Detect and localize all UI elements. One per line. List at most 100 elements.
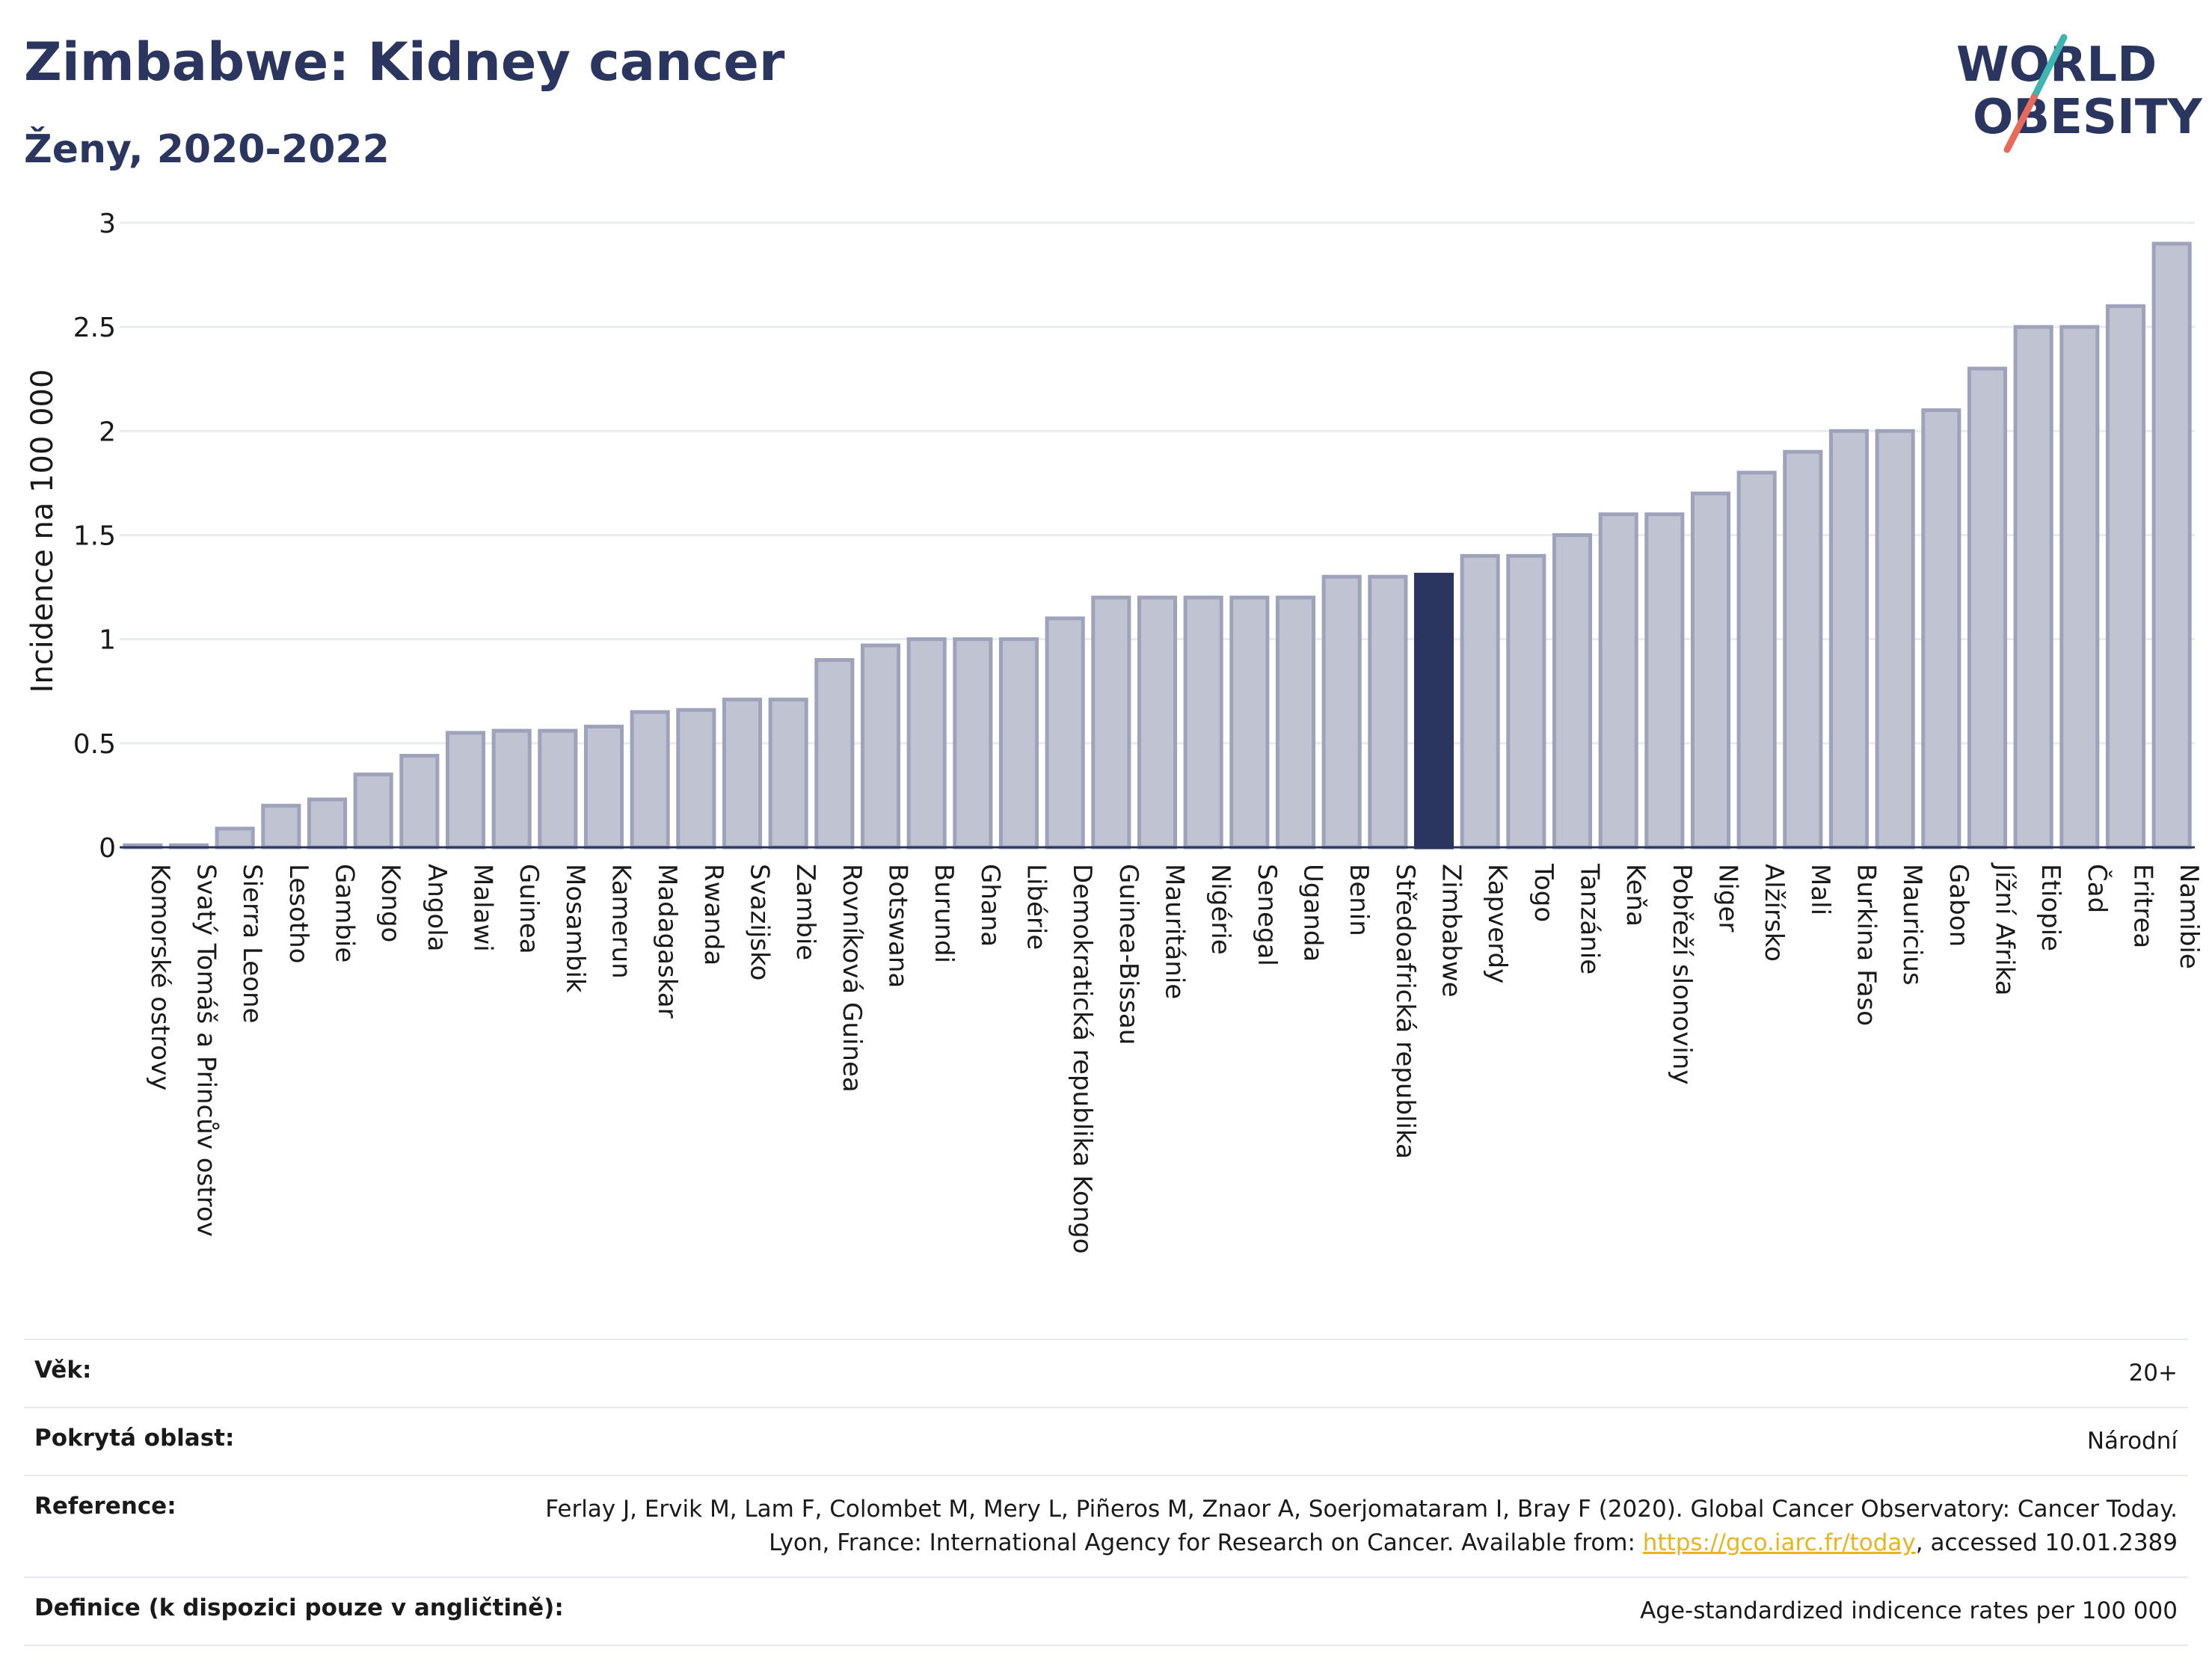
bar [1275, 595, 1316, 850]
chart-subtitle: Ženy, 2020-2022 [24, 127, 390, 172]
x-tick-label: Středoafrická republika [1390, 864, 1420, 1159]
y-tick-label: 2.5 [73, 313, 116, 343]
x-tick-label: Demokratická republika Kongo [1067, 864, 1097, 1254]
info-row-area: Pokrytá oblast: Národní [24, 1406, 2188, 1475]
age-value: 20+ [2128, 1360, 2178, 1387]
x-tick-label: Burundi [929, 864, 959, 963]
x-tick-label: Angola [422, 864, 452, 951]
definition-value: Age-standardized indicence rates per 100… [1640, 1597, 2178, 1624]
x-tick-label: Mosambik [560, 864, 590, 993]
world-obesity-logo: WORLD OBESITY [1956, 34, 2202, 153]
x-tick-label: Jížní Afrika [1990, 862, 2020, 996]
age-label: Věk: [34, 1357, 92, 1384]
x-tick-label: Burkina Faso [1852, 864, 1881, 1026]
x-tick-label: Kapverdy [1482, 864, 1512, 983]
bar [1045, 616, 1085, 850]
bar-chart: 0 0.5 1 1.5 2 2.5 3 Incidence na 100 000 Komor… [25, 209, 2204, 1254]
bars [123, 242, 2192, 850]
logo-slash-teal [2030, 34, 2068, 101]
bar [2151, 242, 2192, 850]
reference-value: Ferlay J, Ervik M, Lam F, Colombet M, Me… [532, 1493, 2178, 1560]
bar [1137, 595, 1178, 850]
x-tick-label: Etiopie [2036, 864, 2065, 951]
bar [1091, 595, 1131, 850]
x-tick-label: Alžírsko [1759, 864, 1789, 962]
reference-link[interactable]: https://gco.iarc.fr/today [1642, 1529, 1916, 1556]
bar [860, 643, 901, 850]
bar [2059, 325, 2100, 850]
x-tick-label: Sierra Leone [237, 864, 267, 1023]
bar [491, 728, 532, 850]
x-tick-label: Senegal [1252, 864, 1282, 966]
chart-title: Zimbabwe: Kidney cancer [24, 31, 785, 93]
x-tick-label: Kamerun [606, 864, 636, 979]
y-tick-labels: 0 0.5 1 1.5 2 2.5 3 [73, 209, 116, 864]
x-tick-label: Zambie [790, 864, 820, 960]
x-tick-label: Zimbabwe [1437, 864, 1466, 998]
x-tick-label: Tanzánie [1575, 863, 1605, 974]
x-tick-label: Uganda [1298, 864, 1328, 962]
x-tick-label: Botswana [883, 864, 913, 988]
bar [215, 826, 255, 850]
x-tick-label: Svatý Tomáš a Princův ostrov [191, 864, 221, 1237]
bar [1967, 366, 2008, 850]
bar [1413, 572, 1454, 850]
x-tick-label: Niger [1713, 864, 1743, 932]
bar [722, 697, 763, 850]
info-row-age: Věk: 20+ [24, 1339, 2188, 1407]
x-tick-label: Malawi [468, 864, 498, 952]
bar [676, 707, 716, 850]
y-tick-label: 3 [99, 209, 116, 239]
bar [1921, 408, 1961, 850]
x-tick-label: Guinea-Bissau [1113, 864, 1143, 1045]
bar [2013, 325, 2053, 850]
bar [538, 728, 578, 850]
bar [1229, 595, 1270, 850]
reference-label: Reference: [34, 1492, 176, 1520]
x-tick-label: Nigérie [1205, 864, 1235, 955]
x-tick-label: Čad [2082, 864, 2113, 913]
x-tick-label: Eritrea [2128, 864, 2158, 948]
y-tick-label: 0 [99, 833, 116, 864]
x-tick-label: Mali [1805, 864, 1835, 915]
x-tick-label: Namibie [2174, 864, 2204, 969]
x-tick-label: Rovníková Guinea [837, 864, 867, 1093]
definition-label: Definice (k dispozici pouze v angličtině… [34, 1594, 564, 1621]
x-tick-label: Keňa [1620, 864, 1650, 927]
reference-suffix: , accessed 10.01.2389 [1915, 1529, 2178, 1556]
bar [1644, 512, 1685, 850]
bar [1368, 574, 1408, 850]
x-tick-label: Guinea [514, 864, 544, 954]
area-label: Pokrytá oblast: [34, 1424, 235, 1452]
logo-slash-coral [2003, 93, 2038, 153]
info-table: Věk: 20+ Pokrytá oblast: Národní Referen… [24, 1339, 2188, 1646]
y-tick-label: 1.5 [73, 521, 116, 552]
x-tick-label: Lesotho [283, 864, 313, 963]
bar [1828, 429, 1870, 850]
x-tick-label: Gabon [1944, 864, 1973, 947]
bar [1598, 512, 1638, 850]
x-tick-label: Gambie [330, 864, 360, 962]
x-tick-label: Togo [1529, 863, 1558, 922]
y-tick-label: 1 [99, 625, 116, 656]
x-tick-label: Mauricius [1897, 864, 1927, 986]
bar [906, 637, 947, 850]
y-tick-label: 2 [99, 417, 116, 447]
bar [998, 637, 1039, 850]
x-tick-label: Rwanda [698, 864, 728, 965]
x-tick-label: Ghana [975, 864, 1005, 947]
x-tick-label: Svazijsko [745, 864, 775, 980]
bar [353, 773, 393, 850]
x-tick-label: Komorské ostrovy [145, 864, 175, 1090]
bar [630, 710, 670, 850]
y-axis-label: Incidence na 100 000 [25, 369, 60, 693]
area-value: Národní [2086, 1427, 2178, 1455]
info-row-reference: Reference: Ferlay J, Ervik M, Lam F, Col… [24, 1474, 2188, 1576]
info-row-definition: Definice (k dispozici pouze v angličtině… [24, 1576, 2188, 1646]
bar [1460, 553, 1500, 850]
x-tick-label: Benin [1344, 864, 1374, 936]
bar [1506, 553, 1546, 850]
bar [445, 731, 486, 850]
bar [2105, 304, 2146, 850]
bar [1552, 533, 1593, 850]
